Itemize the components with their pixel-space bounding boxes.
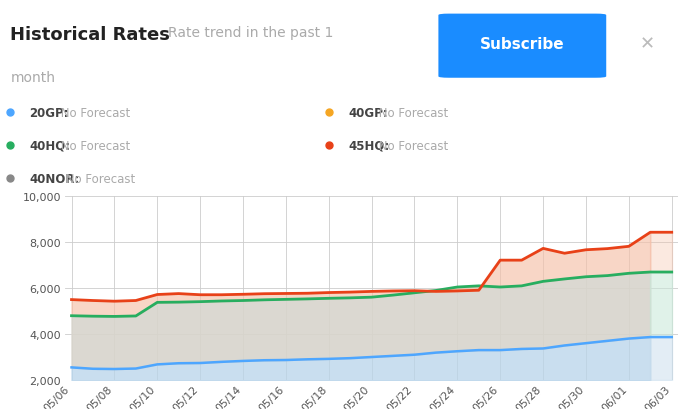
Text: Historical Rates: Historical Rates [10,26,170,44]
Text: No Forecast: No Forecast [375,139,449,152]
Text: No Forecast: No Forecast [375,106,449,119]
Text: 40GP:: 40GP: [348,106,388,119]
Text: 45HQ:: 45HQ: [348,139,389,152]
Text: 40HQ:: 40HQ: [29,139,71,152]
Text: No Forecast: No Forecast [62,172,136,185]
Text: 20GP:: 20GP: [29,106,69,119]
Text: No Forecast: No Forecast [57,139,130,152]
Text: 40NOR:: 40NOR: [29,172,80,185]
Text: No Forecast: No Forecast [57,106,130,119]
FancyBboxPatch shape [438,15,606,79]
Text: Subscribe: Subscribe [480,37,564,52]
Text: ✕: ✕ [640,35,655,53]
Text: Rate trend in the past 1: Rate trend in the past 1 [168,26,333,40]
Text: month: month [10,70,55,85]
